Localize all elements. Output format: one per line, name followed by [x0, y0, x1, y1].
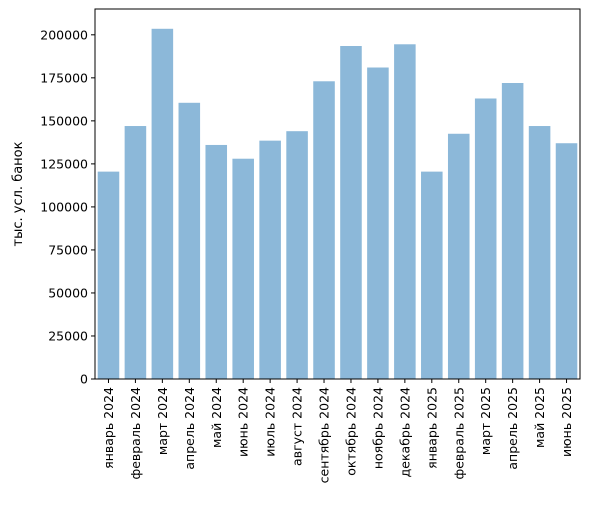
bar: [286, 131, 308, 379]
x-tick-label: ноябрь 2024: [370, 387, 385, 469]
bar: [259, 140, 281, 379]
x-tick-label: февраль 2025: [451, 387, 466, 479]
y-tick-label: 125000: [40, 156, 88, 171]
bar: [528, 126, 551, 379]
bar: [151, 28, 174, 379]
x-tick-label: июнь 2024: [236, 387, 251, 457]
bar: [447, 133, 470, 379]
x-tick-label: май 2024: [209, 387, 224, 448]
y-tick-label: 50000: [48, 285, 88, 300]
x-tick-label: март 2024: [155, 387, 170, 455]
plot-frame: [94, 8, 581, 380]
y-tick-label: 175000: [40, 70, 88, 85]
y-tick-label: 0: [80, 372, 88, 387]
x-tick-label: январь 2025: [424, 387, 439, 469]
y-tick-label: 100000: [40, 199, 88, 214]
x-tick-label: август 2024: [290, 387, 305, 466]
bar: [313, 81, 335, 380]
y-axis-label: тыс. усл. банок: [11, 141, 26, 246]
x-tick-label: январь 2024: [101, 387, 116, 469]
x-tick-label: март 2025: [478, 387, 493, 455]
x-tick-label: декабрь 2024: [397, 387, 412, 477]
x-tick-label: февраль 2024: [128, 387, 143, 480]
bar: [340, 46, 362, 379]
bar: [421, 171, 443, 379]
bar: [394, 44, 416, 380]
x-axis: январь 2024 февраль 2024 март 2024 апрель 2…: [101, 379, 574, 483]
y-tick-label: 150000: [40, 113, 88, 128]
bar: [124, 126, 147, 379]
y-tick-label: 200000: [40, 27, 88, 42]
bars-group: [97, 28, 578, 380]
bar: [555, 143, 578, 379]
bar: [474, 98, 497, 379]
x-tick-label: май 2025: [532, 387, 547, 448]
x-tick-label: июль 2024: [263, 387, 278, 457]
y-tick-label: 25000: [48, 328, 88, 343]
x-tick-label: апрель 2025: [505, 387, 520, 470]
bar: [205, 144, 228, 379]
x-tick-label: июнь 2025: [559, 387, 574, 457]
bar: [178, 102, 201, 379]
x-tick-label: октябрь 2024: [343, 387, 358, 476]
x-tick-label: сентябрь 2024: [317, 387, 332, 483]
y-tick-label: 75000: [48, 242, 88, 257]
bar: [501, 83, 524, 379]
y-axis: 0 25000 50000 75000 100000 125000 150000 175000…: [40, 27, 95, 387]
bar: [97, 171, 120, 379]
bar: [232, 158, 254, 379]
x-tick-label: апрель 2024: [182, 387, 197, 470]
bar: [367, 67, 389, 379]
